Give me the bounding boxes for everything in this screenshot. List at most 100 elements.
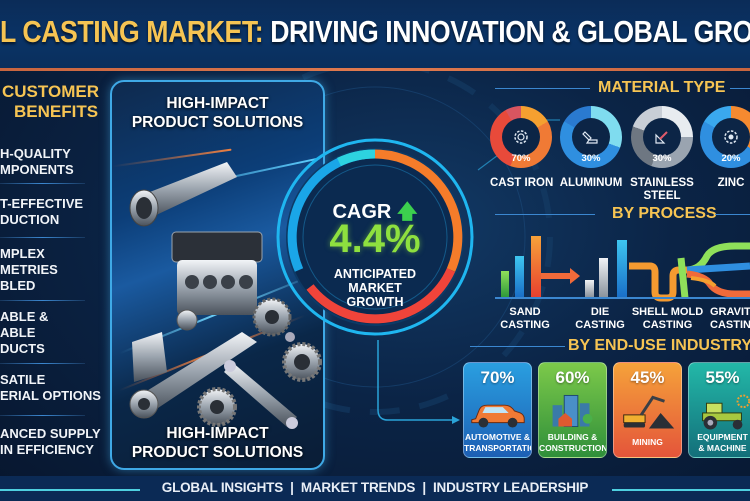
excavator-icon [623, 395, 675, 429]
material-label-line: STEEL [643, 190, 681, 202]
benefit-versatile-materials: SATILE ERIAL OPTIONS [0, 372, 101, 404]
process-gravity-casting: GRAVIT CASTIN [710, 306, 750, 332]
card-label: BUILDING & CONSTRUCTION [539, 432, 606, 454]
benefit-durable-products: ABLE & ABLE DUCTS [0, 309, 100, 357]
title-rest: DRIVING INNOVATION & GLOBAL GRO [263, 14, 750, 49]
benefit-line: ABLE & [0, 309, 49, 324]
card-label: MINING [614, 437, 681, 448]
benefit-line: ABLE [0, 325, 36, 340]
divider [470, 346, 565, 347]
card-label: AUTOMOTIVE & TRANSPORTATION [464, 432, 531, 454]
card-label-line: MINING [632, 437, 663, 447]
card-percent: 70% [480, 368, 515, 387]
divider [0, 363, 85, 364]
by-process-heading: BY PROCESS [612, 205, 717, 222]
metal-parts-illustration [129, 162, 322, 429]
panel-title-line: PRODUCT SOLUTIONS [131, 444, 304, 461]
process-label-line: CASTING [575, 319, 625, 331]
donut-percent: 30% [581, 153, 601, 164]
header-bar: L CASTING MARKET: DRIVING INNOVATION & G… [0, 0, 750, 68]
process-label-line: SAND [509, 306, 541, 318]
card-percent: 60% [555, 368, 590, 387]
card-percent: 55% [705, 368, 740, 387]
donut-cast-iron: 70% [490, 106, 552, 168]
cagr-sub-line: MARKET [348, 281, 402, 295]
card-label-line: BUILDING & [547, 432, 598, 442]
card-label: EQUIPMENT & MACHINE [689, 432, 750, 454]
page-title: L CASTING MARKET: DRIVING INNOVATION & G… [0, 14, 750, 50]
cagr-subtitle: ANTICIPATED MARKET GROWTH [275, 267, 475, 309]
up-arrow-icon: 🡅 [396, 201, 418, 223]
benefit-line: BLED [0, 278, 36, 293]
buildings-icon [552, 394, 593, 428]
card-label-line: AUTOMOTIVE & [464, 432, 530, 442]
donut-percent: 30% [652, 153, 672, 164]
material-type-heading: MATERIAL TYPE [598, 79, 726, 96]
benefit-cost-effective: T-EFFECTIVE DUCTION [0, 196, 100, 228]
footer-bar [0, 476, 750, 501]
tractor-icon [702, 394, 750, 430]
process-sand-casting: SAND CASTING [495, 306, 555, 332]
cagr-value: 4.4% [329, 217, 421, 261]
benefit-high-quality: H-QUALITY MPONENTS [0, 146, 100, 178]
card-percent: 45% [630, 368, 665, 387]
material-label-stainless: STAINLESS STEEL [628, 177, 696, 203]
benefit-line: SATILE [0, 372, 46, 387]
casting-ladle-icon [572, 118, 610, 156]
divider [495, 214, 595, 215]
cagr-label: CAGR [332, 201, 392, 223]
material-label-line: STAINLESS [630, 177, 694, 189]
donut-percent: 20% [721, 153, 741, 164]
benefit-complex-geometries: MPLEX METRIES BLED [0, 246, 100, 294]
material-label: ZINC [717, 177, 745, 189]
footer-divider-right [612, 489, 750, 491]
benefits-heading-line2: BENEFITS [14, 102, 99, 121]
benefit-supply-chain: ANCED SUPPLY IN EFFICIENCY [0, 426, 101, 458]
divider [730, 88, 750, 89]
process-label-line: CASTING [642, 319, 693, 331]
divider [0, 183, 85, 184]
process-label-line: CASTIN [710, 319, 750, 331]
process-label-line: SHELL MOLD [631, 306, 704, 318]
cagr-title: CAGR 🡅 [275, 197, 475, 231]
card-label-line: TRANSPORTATION [464, 443, 531, 453]
industry-card-automotive: 70% AUTOMOTIVE & TRANSPORTATION [463, 362, 532, 458]
process-bar-graphic [501, 236, 750, 302]
panel-title-top: HIGH-IMPACT PRODUCT SOLUTIONS [112, 94, 323, 132]
product-solutions-panel: HIGH-IMPACT PRODUCT SOLUTIONS [110, 80, 325, 470]
donut-aluminum: 30% [560, 106, 622, 168]
benefits-heading: CUSTOMER BENEFITS [0, 82, 100, 122]
benefit-line: H-QUALITY [0, 146, 71, 161]
gear-icon [502, 118, 540, 156]
end-use-heading: BY END-USE INDUSTRY [568, 337, 750, 354]
gear-icon [712, 118, 750, 156]
panel-title-bottom: HIGH-IMPACT PRODUCT SOLUTIONS [112, 424, 323, 462]
panel-title-line: PRODUCT SOLUTIONS [131, 114, 304, 131]
benefit-line: MPLEX [0, 246, 45, 261]
divider [0, 237, 85, 238]
divider [0, 300, 85, 301]
title-highlight: L CASTING MARKET: [0, 14, 264, 49]
divider [715, 214, 750, 215]
industry-card-building: 60% BUILDING & CONSTRUCTION [538, 362, 607, 458]
header-divider [0, 68, 750, 71]
process-label-line: DIE [590, 306, 610, 318]
steel-tool-icon [643, 118, 681, 156]
cagr-sub-line: ANTICIPATED [333, 267, 417, 281]
cagr-progress-ring [276, 138, 474, 336]
industry-card-mining: 45% MINING [613, 362, 682, 458]
benefit-line: IN EFFICIENCY [0, 442, 94, 457]
card-label-line: CONSTRUCTION [539, 443, 607, 453]
process-die-casting: DIE CASTING [570, 306, 630, 332]
benefit-line: T-EFFECTIVE [0, 196, 84, 211]
car-icon [471, 404, 525, 428]
card-label-line: EQUIPMENT [697, 432, 748, 442]
process-label-line: GRAVIT [710, 306, 750, 318]
benefits-heading-line1: CUSTOMER [2, 82, 99, 101]
process-label-line: CASTING [500, 319, 550, 331]
process-baseline [495, 297, 750, 299]
material-label: ALUMINUM [559, 177, 623, 189]
benefit-line: DUCTION [0, 212, 60, 227]
divider [0, 415, 85, 416]
benefit-line: DUCTS [0, 341, 45, 356]
